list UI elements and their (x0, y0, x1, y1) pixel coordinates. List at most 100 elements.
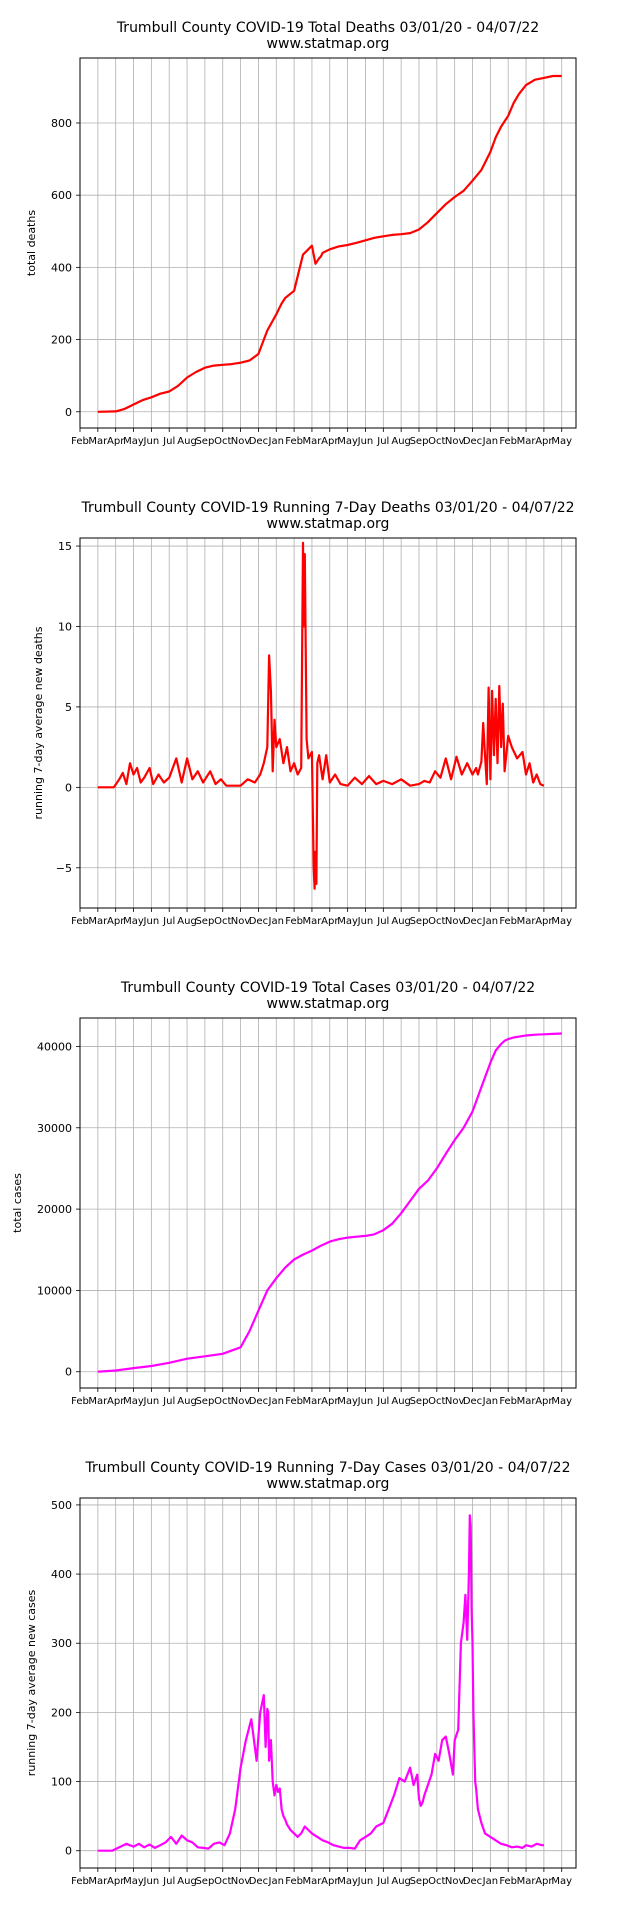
x-tick-label: May (123, 1396, 144, 1407)
x-tick-label: Jun (143, 916, 160, 927)
y-tick-label: 30000 (37, 1122, 72, 1135)
plot-frame (79, 57, 577, 429)
x-tick-label: Nov (231, 436, 251, 447)
x-tick-label: Sep (195, 1876, 214, 1887)
x-tick-label: Apr (107, 1876, 125, 1887)
x-tick-label: Feb (71, 916, 89, 927)
chart-1: Trumbull County COVID-19 Running 7-Day D… (32, 500, 577, 927)
y-tick-label: 20000 (37, 1203, 72, 1216)
chart-subtitle: www.statmap.org (267, 1476, 390, 1492)
x-tick-label: Aug (391, 436, 411, 447)
x-tick-label: Sep (195, 916, 214, 927)
x-tick-label: Feb (285, 1876, 303, 1887)
x-tick-label: Jun (357, 436, 374, 447)
x-tick-label: Jul (376, 1396, 389, 1407)
series-line (97, 541, 545, 890)
y-tick-label: 5 (65, 701, 72, 714)
x-tick-label: Sep (410, 1876, 429, 1887)
series-line (97, 1514, 544, 1852)
x-tick-label: Mar (303, 916, 323, 927)
x-tick-label: Jan (268, 1876, 284, 1887)
x-tick-label: Jan (482, 1876, 498, 1887)
x-tick-label: Jan (268, 436, 284, 447)
x-tick-label: Nov (445, 1876, 465, 1887)
x-tick-label: Jan (268, 916, 284, 927)
x-tick-label: Dec (249, 916, 268, 927)
chart-0: Trumbull County COVID-19 Total Deaths 03… (25, 20, 577, 447)
chart-title: Trumbull County COVID-19 Total Deaths 03… (116, 20, 539, 36)
y-tick-label: 10000 (37, 1284, 72, 1297)
x-tick-label: Jan (482, 436, 498, 447)
x-tick-label: Feb (71, 1876, 89, 1887)
x-tick-label: Oct (428, 916, 445, 927)
x-tick-label: Jul (162, 1876, 175, 1887)
x-tick-label: Feb (285, 436, 303, 447)
y-tick-label: 800 (51, 117, 72, 130)
x-tick-label: Aug (177, 436, 197, 447)
chart-subtitle: www.statmap.org (267, 996, 390, 1012)
y-tick-label: 0 (65, 1845, 72, 1858)
chart-subtitle: www.statmap.org (267, 516, 390, 532)
x-tick-label: Jul (376, 916, 389, 927)
x-tick-label: Jan (268, 1396, 284, 1407)
x-tick-label: Sep (410, 436, 429, 447)
x-tick-label: Dec (463, 916, 482, 927)
x-tick-label: Mar (303, 1396, 323, 1407)
x-tick-label: Apr (321, 1876, 339, 1887)
x-tick-label: May (337, 1876, 358, 1887)
plot-frame (79, 537, 577, 909)
x-tick-label: Aug (177, 1396, 197, 1407)
x-tick-label: Oct (428, 1396, 445, 1407)
series-line (97, 1032, 562, 1373)
x-tick-label: Apr (107, 1396, 125, 1407)
x-tick-label: Feb (71, 1396, 89, 1407)
x-tick-label: Mar (517, 916, 537, 927)
x-tick-label: Aug (391, 1396, 411, 1407)
x-tick-label: May (551, 1876, 572, 1887)
x-tick-label: Apr (535, 1876, 553, 1887)
x-tick-label: Dec (249, 436, 268, 447)
x-tick-label: Jul (162, 916, 175, 927)
y-tick-label: 10 (58, 620, 72, 633)
x-tick-label: Feb (285, 916, 303, 927)
x-tick-label: Apr (321, 916, 339, 927)
x-tick-label: Nov (231, 916, 251, 927)
x-tick-label: Feb (499, 916, 517, 927)
chart-title: Trumbull County COVID-19 Running 7-Day C… (85, 1460, 571, 1476)
x-tick-label: Feb (71, 436, 89, 447)
x-tick-label: Aug (391, 1876, 411, 1887)
x-tick-label: Aug (177, 1876, 197, 1887)
y-tick-label: 300 (51, 1637, 72, 1650)
x-tick-label: Jan (482, 916, 498, 927)
x-tick-label: Apr (321, 436, 339, 447)
x-tick-label: May (337, 436, 358, 447)
x-tick-label: Apr (321, 1396, 339, 1407)
chart-title: Trumbull County COVID-19 Total Cases 03/… (120, 980, 535, 996)
x-tick-label: Nov (231, 1876, 251, 1887)
x-tick-label: Sep (410, 916, 429, 927)
y-tick-label: 100 (51, 1776, 72, 1789)
y-tick-label: 0 (65, 1366, 72, 1379)
x-tick-label: Apr (535, 1396, 553, 1407)
x-tick-label: May (551, 916, 572, 927)
x-tick-label: Aug (177, 916, 197, 927)
x-tick-label: Apr (107, 436, 125, 447)
chart-subtitle: www.statmap.org (267, 36, 390, 52)
y-tick-label: 0 (65, 781, 72, 794)
y-axis-label: total deaths (25, 210, 38, 276)
x-tick-label: Sep (410, 1396, 429, 1407)
x-tick-label: Jun (143, 436, 160, 447)
y-axis-label: running 7-day average new cases (25, 1590, 38, 1777)
x-tick-label: Apr (535, 916, 553, 927)
x-tick-label: Sep (195, 436, 214, 447)
x-tick-label: Oct (214, 1876, 231, 1887)
x-tick-label: Jul (162, 436, 175, 447)
x-tick-label: May (123, 916, 144, 927)
x-tick-label: Oct (214, 436, 231, 447)
y-tick-label: 15 (58, 540, 72, 553)
x-tick-label: Feb (499, 1876, 517, 1887)
x-tick-label: Oct (214, 916, 231, 927)
x-tick-label: Jan (482, 1396, 498, 1407)
x-tick-label: Nov (445, 1396, 465, 1407)
